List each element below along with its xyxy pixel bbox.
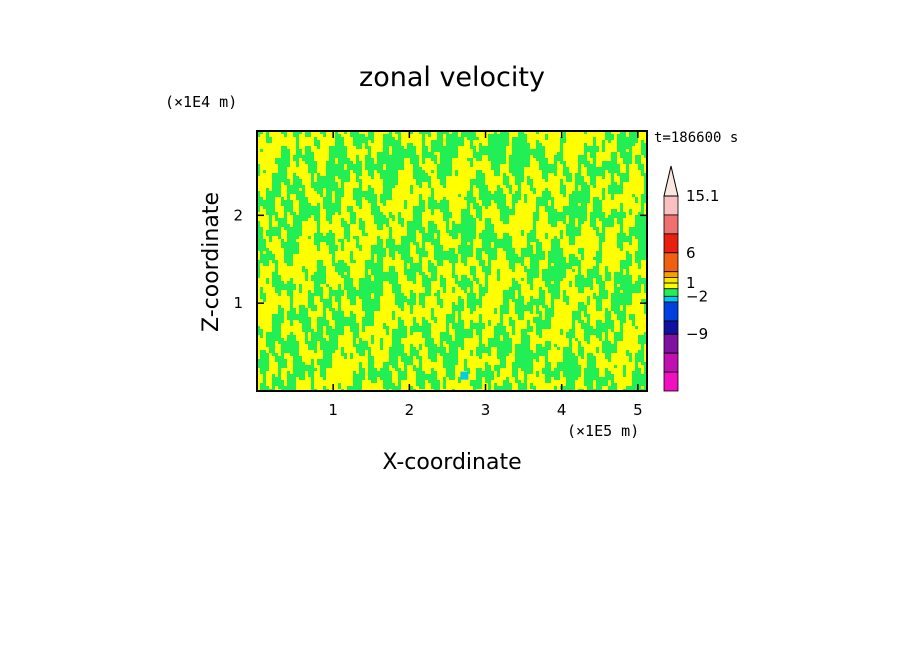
colorbar-label: −9 bbox=[686, 325, 708, 343]
colorbar-band bbox=[663, 301, 679, 322]
colorbar-label: 6 bbox=[686, 244, 696, 262]
colorbar-label: 15.1 bbox=[686, 187, 719, 205]
colorbar-band bbox=[663, 277, 679, 284]
colorbar: 15.1 6 1−2 −9 bbox=[663, 165, 719, 392]
x-tick-label: 4 bbox=[557, 401, 567, 419]
time-label: t=186600 s bbox=[654, 130, 738, 146]
colorbar-band bbox=[663, 320, 679, 335]
colorbar-band bbox=[663, 214, 679, 235]
colorbar-band bbox=[663, 333, 679, 354]
colorbar-band bbox=[663, 295, 679, 303]
field-cyan-patch bbox=[460, 371, 469, 380]
x-tick-label: 1 bbox=[328, 401, 338, 419]
colorbar-label: −2 bbox=[686, 287, 708, 305]
y-tick-label: 1 bbox=[233, 294, 243, 312]
colorbar-band bbox=[663, 271, 679, 278]
colorbar-label: 1 bbox=[686, 274, 696, 292]
x-axis-label: X-coordinate bbox=[382, 450, 521, 475]
colorbar-band bbox=[663, 282, 679, 290]
colorbar-band bbox=[663, 288, 679, 297]
colorbar-band bbox=[663, 252, 679, 273]
x-axis: 1 2 3 4 5 bbox=[328, 131, 643, 419]
velocity-field bbox=[257, 131, 647, 391]
colorbar-band bbox=[663, 352, 679, 373]
colorbar-band bbox=[663, 233, 679, 254]
chart-title: zonal velocity bbox=[359, 62, 545, 93]
y-unit-label: (×1E4 m) bbox=[165, 93, 237, 111]
y-tick-label: 2 bbox=[233, 206, 243, 224]
y-axis-label: Z-coordinate bbox=[199, 192, 224, 332]
colorbar-band bbox=[663, 195, 679, 216]
colorbar-extend-triangle bbox=[663, 165, 679, 197]
colorbar-band bbox=[663, 371, 679, 392]
x-tick-label: 2 bbox=[405, 401, 415, 419]
field-yellow-bands bbox=[257, 131, 647, 391]
x-tick-label: 5 bbox=[633, 401, 643, 419]
x-unit-label: (×1E5 m) bbox=[567, 422, 639, 440]
x-tick-label: 3 bbox=[481, 401, 491, 419]
plot-frame bbox=[256, 130, 648, 392]
y-axis: 12 bbox=[233, 206, 647, 312]
